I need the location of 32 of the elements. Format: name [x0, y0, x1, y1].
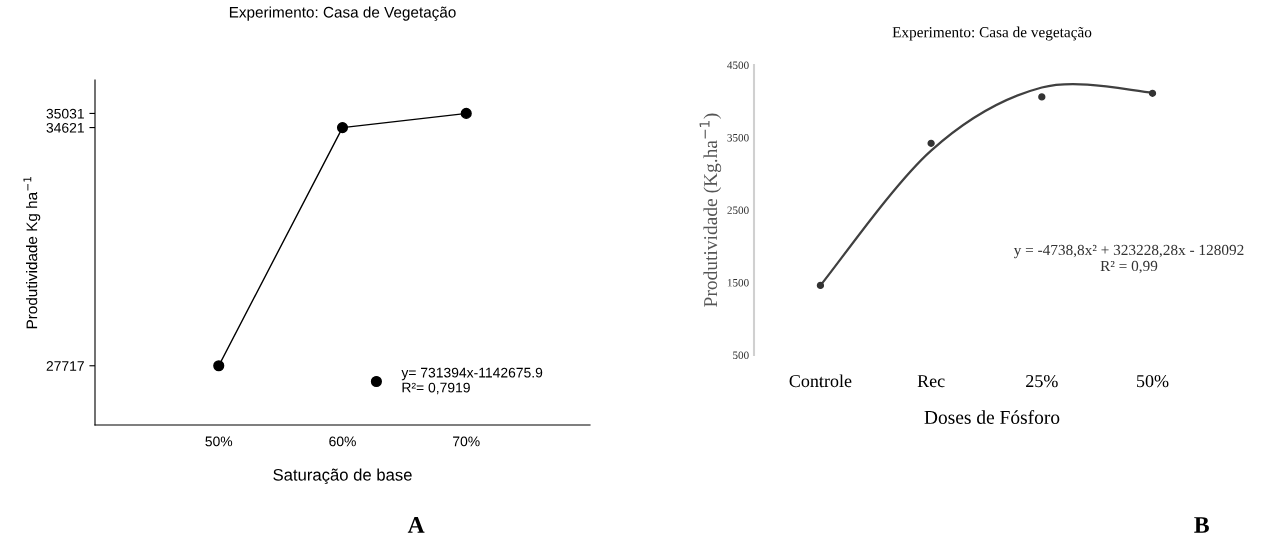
- chart-title: Experimento: Casa de Vegetação: [229, 6, 456, 21]
- y-tick-label: 34621: [46, 122, 84, 133]
- y-tick-label: 2500: [727, 206, 749, 214]
- text: A: [407, 517, 425, 533]
- y-axis-title: Produtividade (Kg.ha$^{−1}$): [699, 113, 722, 307]
- y-tick-label: 1500: [727, 278, 749, 287]
- point: [816, 281, 825, 290]
- annotation: y = -4738,8x² + 323228,28x - 128092 R² = 0,99: [1013, 244, 1244, 274]
- x-tick-label: 60%: [329, 436, 356, 447]
- y-tick-label: 4500: [727, 61, 749, 69]
- x-tick-label: Rec: [917, 375, 945, 388]
- point: [336, 122, 349, 134]
- y-tick-label: 27717: [46, 361, 84, 371]
- point: [213, 360, 225, 372]
- x-tick-label: 70%: [453, 436, 480, 447]
- x-axis-title: Doses de Fósforo: [924, 410, 1060, 424]
- x-tick-label: 50%: [1137, 374, 1169, 388]
- x-tick-label: Controle: [789, 374, 852, 388]
- y-tick-label: 35031: [46, 108, 84, 119]
- point: [1148, 89, 1157, 97]
- y-tick-label: 500: [733, 351, 749, 359]
- x-axis-title: Saturação de base: [273, 468, 412, 485]
- point: [460, 107, 472, 119]
- point: [1038, 93, 1046, 101]
- x-tick-label: 50%: [205, 436, 233, 447]
- chart-title: Experimento: Casa de vegetação: [892, 26, 1092, 41]
- point: [927, 139, 935, 147]
- y-tick-label: 3500: [727, 133, 749, 142]
- legend-label: y= 731394x-1142675.9 R²= 0,7919: [401, 367, 543, 395]
- y-axis-title: Produtividade Kg ha$^{−1}$: [23, 176, 41, 329]
- text: B: [1194, 517, 1209, 533]
- x-tick-label: 25%: [1026, 374, 1058, 388]
